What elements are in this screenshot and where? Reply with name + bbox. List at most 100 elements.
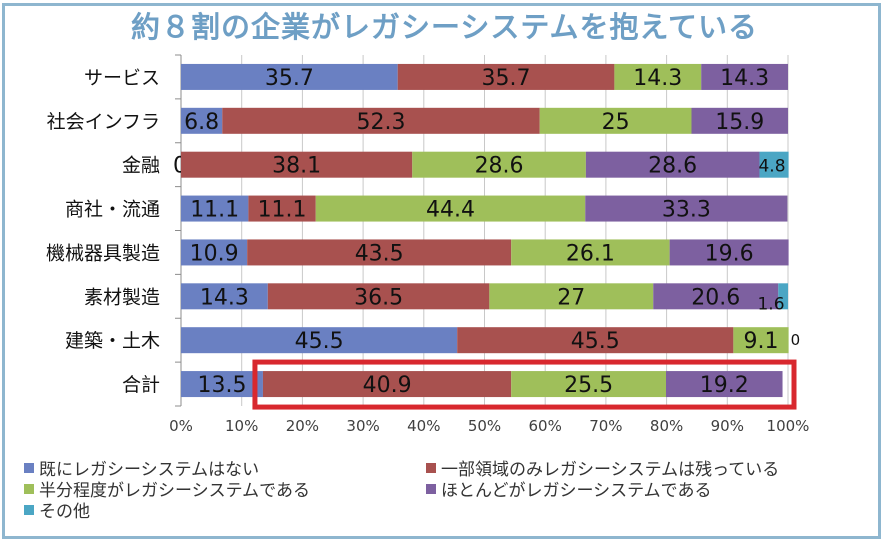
category-label: 合計: [122, 374, 160, 396]
data-label: 38.1: [272, 154, 321, 179]
data-label: 11.1: [258, 198, 307, 223]
x-tick-label: 60%: [529, 417, 562, 435]
legend-label: 半分程度がレガシーシステムである: [39, 481, 310, 501]
legend-label: ほとんどがレガシーシステムである: [441, 481, 712, 501]
legend-item: ほとんどがレガシーシステムである: [426, 476, 711, 501]
legend-item: 一部領域のみレガシーシステムは残っている: [426, 455, 779, 480]
bar-segment: [585, 151, 760, 178]
bar-segment: [181, 151, 413, 178]
bar-segment: [222, 107, 540, 134]
data-label: 40.9: [363, 373, 412, 398]
bar-segment: [653, 283, 779, 310]
bar-segment: [701, 63, 788, 90]
chart-title: 約８割の企業がレガシーシステムを抱えている: [130, 10, 759, 44]
data-label: 27: [557, 285, 585, 310]
x-tick-label: 0%: [169, 417, 193, 435]
data-label: 14.3: [633, 66, 682, 91]
bar-segment: [457, 327, 734, 354]
bar-segment: [665, 371, 783, 398]
bar-segment: [397, 63, 615, 90]
data-label: 1.6: [757, 294, 784, 314]
data-label: 10.9: [190, 241, 239, 266]
bar-segment: [669, 239, 789, 266]
bar-segment: [511, 371, 666, 398]
data-label: 52.3: [357, 110, 406, 135]
bar-segment: [181, 195, 249, 222]
bar-segment: [778, 283, 788, 310]
legend-item: その他: [24, 497, 90, 522]
data-label: 19.6: [705, 241, 754, 266]
category-label: 商社・流通: [65, 199, 160, 221]
bar-segment: [412, 151, 586, 178]
bar-segment: [691, 107, 788, 134]
legend-swatch: [24, 462, 34, 473]
bar-segment: [181, 283, 268, 310]
legend-item: 半分程度がレガシーシステムである: [24, 476, 310, 501]
data-label: 11.1: [190, 198, 239, 223]
data-label: 13.5: [197, 373, 246, 398]
data-label: 28.6: [648, 154, 697, 179]
data-label: 33.3: [662, 198, 711, 223]
data-label: 19.2: [700, 373, 749, 398]
chart-frame: [2, 3, 881, 539]
data-label: 25.5: [564, 373, 613, 398]
bar-segment: [733, 327, 789, 354]
bar-segment: [247, 239, 512, 266]
data-label: 14.3: [200, 285, 249, 310]
bar-segment: [181, 107, 223, 134]
bar-segment: [489, 283, 654, 310]
x-tick-label: 80%: [650, 417, 683, 435]
category-label: 素材製造: [84, 286, 160, 308]
bar-segment: [181, 63, 398, 90]
data-label: 15.9: [715, 110, 764, 135]
data-label: 28.6: [475, 154, 524, 179]
data-label: 9.1: [743, 329, 778, 354]
category-label: 建築・土木: [65, 330, 160, 352]
x-tick-label: 70%: [589, 417, 622, 435]
category-label: サービス: [84, 67, 160, 89]
bar-segment: [585, 195, 788, 222]
data-label: 44.4: [426, 198, 475, 223]
data-label: 35.7: [265, 66, 314, 91]
x-tick-label: 30%: [346, 417, 379, 435]
data-label: 26.1: [566, 241, 615, 266]
bar-segment: [262, 371, 512, 398]
bar-segment: [181, 239, 248, 266]
bar-segment: [248, 195, 316, 222]
data-label: 43.5: [355, 241, 404, 266]
data-label: 20.6: [691, 285, 740, 310]
x-tick-label: 50%: [468, 417, 501, 435]
data-label: 45.5: [295, 329, 344, 354]
legend-swatch: [426, 462, 436, 473]
data-label: 45.5: [571, 329, 620, 354]
bar-segment: [315, 195, 586, 222]
bar-segment: [759, 151, 789, 178]
x-tick-label: 10%: [225, 417, 258, 435]
legend-label: その他: [39, 502, 90, 522]
highlight-box: [252, 359, 797, 410]
bar-segment: [181, 327, 458, 354]
chart-legend: 既にレガシーシステムはない 一部領域のみレガシーシステムは残っている半分程度がレガ…: [24, 455, 864, 525]
legend-label: 既にレガシーシステムはない: [39, 460, 260, 480]
bar-segment: [267, 283, 490, 310]
data-label: 35.7: [482, 66, 531, 91]
data-label: 14.3: [720, 66, 769, 91]
category-label: 社会インフラ: [47, 111, 160, 133]
legend-item: 既にレガシーシステムはない: [24, 455, 259, 480]
x-tick-label: 20%: [286, 417, 319, 435]
legend-swatch: [426, 483, 436, 494]
bar-segment: [614, 63, 702, 90]
data-label: 36.5: [354, 285, 403, 310]
x-tick-label: 100%: [767, 417, 810, 435]
legend-swatch: [24, 483, 34, 494]
bar-segment: [181, 371, 263, 398]
category-label: 機械器具製造: [46, 242, 160, 264]
bar-segment: [539, 107, 692, 134]
data-label: 0: [791, 331, 801, 349]
legend-label: 一部領域のみレガシーシステムは残っている: [441, 460, 780, 480]
bar-segment: [511, 239, 670, 266]
data-label: 4.8: [758, 157, 785, 177]
x-tick-label: 90%: [711, 417, 744, 435]
x-tick-label: 40%: [407, 417, 440, 435]
